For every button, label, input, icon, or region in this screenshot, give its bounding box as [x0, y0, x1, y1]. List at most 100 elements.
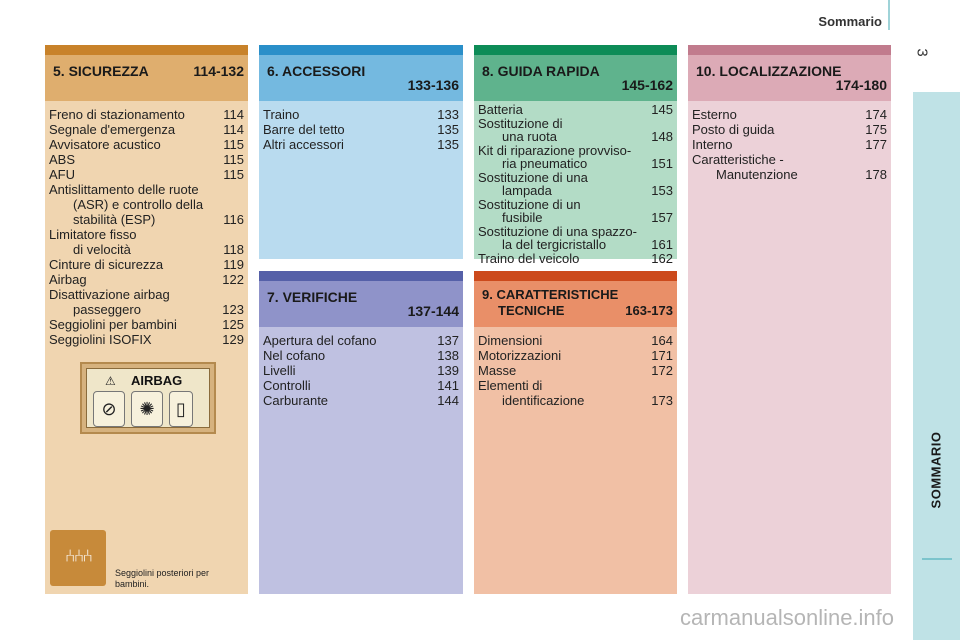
toc-entry[interactable]: Livelli 139 — [263, 363, 459, 378]
toc-entry-label[interactable]: Masse — [478, 363, 517, 378]
toc-entry-page[interactable]: 125 — [222, 317, 244, 332]
toc-entry-page[interactable] — [240, 197, 244, 212]
section-title[interactable]: 8. GUIDA RAPIDA — [482, 63, 600, 79]
toc-entry-page[interactable]: 122 — [222, 272, 244, 287]
toc-entry-label[interactable]: Sostituzione di — [478, 115, 563, 131]
toc-entry-label[interactable]: Caratteristiche - — [692, 152, 784, 167]
toc-entry-label[interactable]: di velocità — [73, 242, 131, 257]
toc-entry[interactable]: Seggiolini per bambini 125 — [49, 317, 244, 332]
section-header[interactable]: 8. GUIDA RAPIDA 145-162 — [474, 55, 677, 101]
toc-entry-label[interactable]: identificazione — [502, 393, 585, 408]
toc-entry-page[interactable]: 178 — [865, 167, 887, 182]
toc-entry[interactable]: Controlli 141 — [263, 378, 459, 393]
toc-entry[interactable]: (ASR) e controllo della — [49, 197, 244, 212]
section-title[interactable]: 6. ACCESSORI — [267, 63, 366, 79]
toc-entry-label[interactable]: stabilità (ESP) — [73, 212, 156, 227]
section-title-line2[interactable]: TECNICHE — [498, 303, 565, 318]
toc-entry-page[interactable]: 162 — [651, 250, 673, 266]
toc-entry[interactable]: Dimensioni 164 — [478, 333, 673, 348]
toc-entry[interactable]: Batteria 145 — [478, 103, 673, 117]
section-page-range[interactable]: 145-162 — [621, 77, 673, 93]
toc-entry-label[interactable]: Sostituzione di una — [478, 169, 588, 185]
toc-entry-label[interactable]: Airbag — [49, 272, 87, 287]
toc-entry[interactable]: passeggero 123 — [49, 302, 244, 317]
toc-entry[interactable]: la del tergicristallo 161 — [478, 238, 673, 252]
toc-entry[interactable]: Motorizzazioni 171 — [478, 348, 673, 363]
section-header[interactable]: 5. SICUREZZA 114-132 — [45, 55, 248, 101]
toc-entry-page[interactable]: 129 — [222, 332, 244, 347]
toc-entry[interactable]: Sostituzione di un — [478, 197, 673, 212]
toc-entry[interactable]: Disattivazione airbag — [49, 287, 244, 302]
toc-entry-page[interactable]: 171 — [651, 348, 673, 363]
toc-entry[interactable]: Airbag 122 — [49, 272, 244, 287]
toc-entry-page[interactable]: 118 — [223, 242, 244, 257]
toc-entry-label[interactable]: Freno di stazionamento — [49, 107, 185, 122]
toc-entry-label[interactable]: Apertura del cofano — [263, 333, 377, 348]
toc-entry[interactable]: Carburante 144 — [263, 393, 459, 408]
toc-entry[interactable]: Segnale d'emergenza 114 — [49, 122, 244, 137]
toc-entry-label[interactable]: Seggiolini ISOFIX — [49, 332, 152, 347]
toc-entry[interactable]: Elementi di — [478, 378, 673, 393]
toc-entry-page[interactable]: 135 — [437, 122, 459, 137]
section-header[interactable]: 7. VERIFICHE 137-144 — [259, 281, 463, 327]
toc-entry-page[interactable]: 144 — [437, 393, 459, 408]
sidebar-label[interactable]: SOMMARIO — [912, 380, 960, 560]
toc-entry-label[interactable]: lampada — [502, 183, 552, 198]
section-header[interactable]: 9. CARATTERISTICHE TECNICHE 163-173 — [474, 281, 677, 327]
toc-entry-label[interactable]: Carburante — [263, 393, 329, 408]
toc-entry-label[interactable]: Altri accessori — [263, 137, 344, 152]
toc-entry-label[interactable]: Kit di riparazione provviso- — [478, 142, 632, 158]
toc-entry[interactable]: ABS 115 — [49, 152, 244, 167]
toc-entry[interactable]: Altri accessori 135 — [263, 137, 459, 152]
toc-entry[interactable]: Barre del tetto 135 — [263, 122, 459, 137]
toc-entry[interactable]: Esterno 174 — [692, 107, 887, 122]
section-page-range[interactable]: 114-132 — [193, 63, 244, 79]
toc-entry[interactable]: Masse 172 — [478, 363, 673, 378]
toc-entry-page[interactable]: 157 — [651, 210, 673, 225]
toc-entry-label[interactable]: una ruota — [502, 129, 557, 144]
section-page-range[interactable]: 137-144 — [407, 303, 459, 319]
toc-entry-label[interactable]: AFU — [49, 167, 75, 182]
toc-entry-label[interactable]: Segnale d'emergenza — [49, 122, 176, 137]
toc-entry[interactable]: Caratteristiche - — [692, 152, 887, 167]
toc-entry[interactable]: Apertura del cofano 137 — [263, 333, 459, 348]
toc-entry-label[interactable]: Motorizzazioni — [478, 348, 562, 363]
toc-entry-page[interactable]: 172 — [651, 363, 673, 378]
toc-entry[interactable]: Seggiolini ISOFIX 129 — [49, 332, 244, 347]
toc-entry-page[interactable]: 114 — [223, 122, 244, 137]
toc-entry-label[interactable]: Livelli — [263, 363, 296, 378]
toc-entry[interactable]: Sostituzione di una — [478, 169, 673, 185]
toc-entry-label[interactable]: Disattivazione airbag — [49, 287, 170, 302]
toc-entry-label[interactable]: Batteria — [478, 102, 523, 117]
toc-entry-label[interactable]: Posto di guida — [692, 122, 775, 137]
section-title[interactable]: 7. VERIFICHE — [267, 289, 358, 305]
toc-entry-page[interactable] — [669, 117, 673, 131]
toc-entry-page[interactable]: 114 — [223, 107, 244, 122]
toc-entry[interactable]: Limitatore fisso — [49, 227, 244, 242]
toc-entry-page[interactable]: 161 — [651, 237, 673, 252]
toc-entry-page[interactable]: 175 — [865, 122, 887, 137]
toc-entry-label[interactable]: Manutenzione — [716, 167, 798, 182]
toc-entry-label[interactable]: (ASR) e controllo della — [73, 197, 204, 212]
toc-entry-label[interactable]: fusibile — [502, 210, 543, 225]
toc-entry[interactable]: Freno di stazionamento 114 — [49, 107, 244, 122]
toc-entry[interactable]: ria pneumatico 151 — [478, 157, 673, 171]
toc-entry-page[interactable] — [669, 378, 673, 393]
toc-entry-label[interactable]: Limitatore fisso — [49, 227, 137, 242]
toc-entry-page[interactable]: 135 — [437, 137, 459, 152]
toc-entry[interactable]: Avvisatore acustico 115 — [49, 137, 244, 152]
toc-entry-label[interactable]: la del tergicristallo — [502, 237, 607, 252]
toc-entry-page[interactable]: 123 — [222, 302, 244, 317]
toc-entry[interactable]: Antislittamento delle ruote — [49, 182, 244, 197]
toc-entry-page[interactable]: 153 — [651, 183, 673, 198]
toc-entry[interactable]: di velocità 118 — [49, 242, 244, 257]
toc-entry[interactable]: Nel cofano 138 — [263, 348, 459, 363]
toc-entry[interactable]: lampada 153 — [478, 184, 673, 198]
toc-entry[interactable]: Cinture di sicurezza 119 — [49, 257, 244, 272]
toc-entry-label[interactable]: Antislittamento delle ruote — [49, 182, 199, 197]
toc-entry-page[interactable]: 174 — [865, 107, 887, 122]
toc-entry-page[interactable] — [669, 225, 673, 239]
toc-entry-page[interactable] — [240, 287, 244, 302]
sidebar-label-text[interactable]: SOMMARIO — [928, 431, 944, 509]
toc-entry-label[interactable]: Controlli — [263, 378, 311, 393]
